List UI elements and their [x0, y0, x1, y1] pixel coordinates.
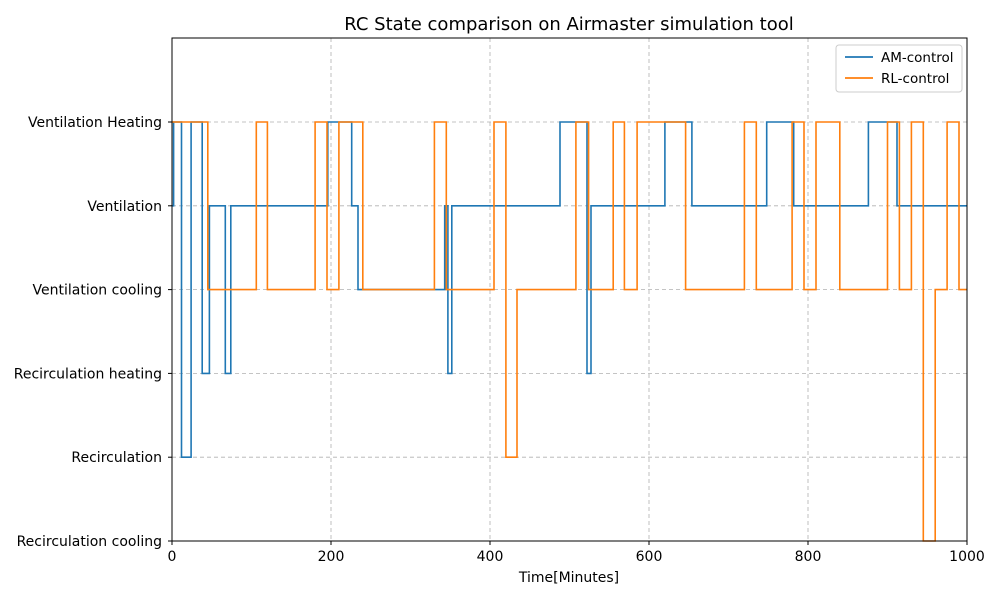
x-tick-label: 200 — [318, 549, 345, 565]
x-tick-label: 800 — [795, 549, 822, 565]
legend-label-rl-control: RL-control — [881, 71, 949, 87]
y-tick-label: Ventilation Heating — [28, 115, 162, 131]
series-lines — [172, 121, 967, 542]
x-axis-ticks: 0 200 400 600 800 1000 — [168, 541, 985, 565]
legend: AM-control RL-control — [835, 44, 963, 93]
x-tick-label: 1000 — [949, 549, 985, 565]
y-axis-ticks: Recirculation cooling Recirculation Recirc… — [14, 115, 172, 550]
x-tick-label: 0 — [168, 549, 177, 565]
chart-title: RC State comparison on Airmaster simulat… — [344, 14, 793, 35]
series-line-am-control — [172, 121, 967, 458]
legend-label-am-control: AM-control — [881, 50, 954, 66]
y-tick-label: Recirculation heating — [14, 366, 162, 382]
x-axis-label: Time[Minutes] — [518, 570, 619, 586]
series-line-rl-control — [172, 121, 967, 542]
y-tick-label: Recirculation — [71, 450, 162, 466]
y-tick-label: Ventilation — [87, 199, 162, 215]
y-tick-label: Ventilation cooling — [33, 283, 162, 299]
x-tick-label: 600 — [636, 549, 663, 565]
x-tick-label: 400 — [477, 549, 504, 565]
y-tick-label: Recirculation cooling — [17, 534, 162, 550]
